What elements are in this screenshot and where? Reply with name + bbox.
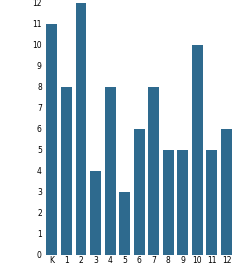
Bar	[47, 24, 57, 255]
Bar	[221, 129, 232, 255]
Bar	[90, 171, 101, 255]
Bar	[148, 87, 159, 255]
Bar	[177, 150, 188, 255]
Bar	[192, 45, 203, 255]
Bar	[105, 87, 116, 255]
Bar	[206, 150, 217, 255]
Bar	[61, 87, 72, 255]
Bar	[119, 192, 130, 255]
Bar	[163, 150, 174, 255]
Bar	[76, 3, 86, 255]
Bar	[134, 129, 145, 255]
